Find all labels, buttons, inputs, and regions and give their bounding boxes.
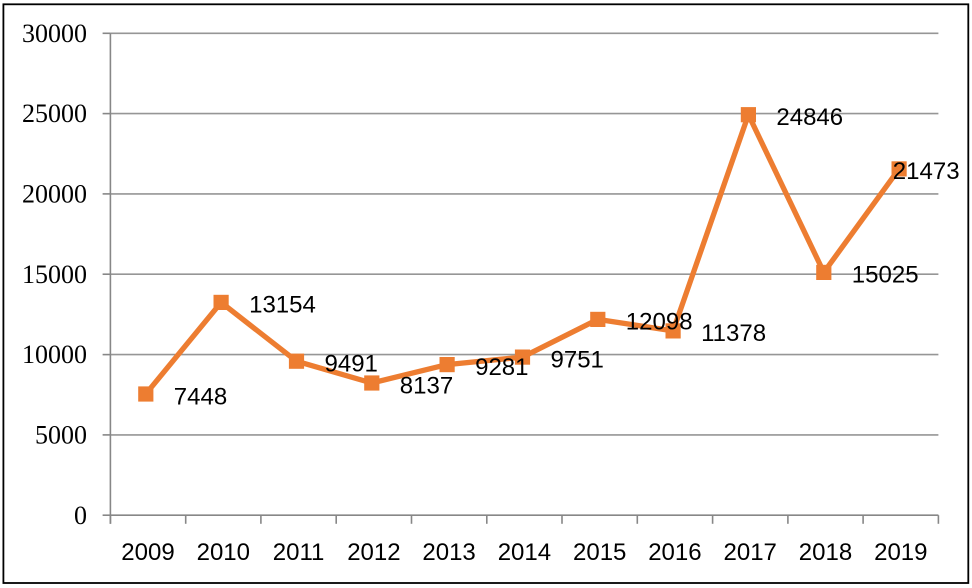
svg-text:2011: 2011 [273, 539, 325, 566]
svg-text:9281: 9281 [475, 354, 528, 381]
svg-text:11378: 11378 [701, 320, 766, 347]
svg-text:5000: 5000 [35, 421, 87, 450]
svg-text:10000: 10000 [22, 340, 87, 369]
svg-text:25000: 25000 [22, 99, 87, 128]
svg-text:2019: 2019 [874, 539, 927, 566]
svg-text:2015: 2015 [573, 539, 626, 566]
svg-text:9491: 9491 [325, 351, 378, 378]
svg-text:8137: 8137 [400, 372, 453, 399]
svg-text:2012: 2012 [347, 539, 400, 566]
svg-text:9751: 9751 [551, 346, 604, 373]
svg-text:2009: 2009 [121, 539, 174, 566]
svg-text:2014: 2014 [498, 539, 551, 566]
svg-text:15025: 15025 [852, 262, 919, 289]
svg-text:7448: 7448 [174, 383, 227, 410]
svg-text:15000: 15000 [22, 260, 87, 289]
svg-text:2018: 2018 [799, 539, 852, 566]
svg-text:24846: 24846 [776, 104, 843, 131]
svg-text:0: 0 [74, 501, 87, 530]
svg-text:2013: 2013 [422, 539, 475, 566]
svg-text:2016: 2016 [648, 539, 701, 566]
svg-text:2010: 2010 [197, 539, 250, 566]
svg-text:2017: 2017 [724, 539, 777, 566]
svg-text:20000: 20000 [22, 180, 87, 209]
svg-text:12098: 12098 [626, 309, 693, 336]
svg-text:13154: 13154 [249, 292, 316, 319]
svg-text:30000: 30000 [22, 19, 87, 48]
svg-text:21473: 21473 [893, 158, 960, 185]
